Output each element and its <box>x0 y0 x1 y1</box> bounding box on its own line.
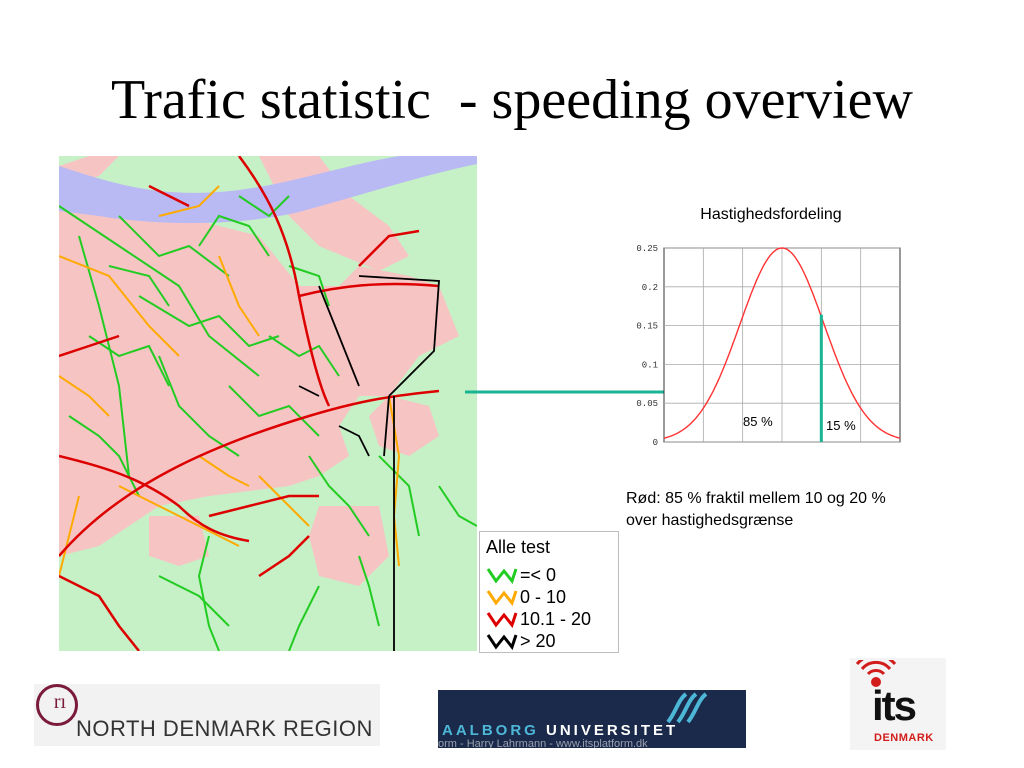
aau-wordmark-aalborg: AALBORG <box>442 722 539 739</box>
legend-swatch-icon <box>486 590 518 607</box>
its-denmark-subtext: DENMARK <box>874 732 934 744</box>
chart-caption: Rød: 85 % fraktil mellem 10 og 20 % over… <box>626 488 986 532</box>
chart-grid <box>664 247 900 443</box>
legend-item-orange: 0 - 10 <box>486 586 566 608</box>
legend-label: 0 - 10 <box>520 586 567 607</box>
legend-label: 10.1 - 20 <box>520 608 592 629</box>
legend-swatch-icon <box>486 568 518 585</box>
legend-swatch-icon <box>486 612 518 629</box>
its-denmark-logo: its DENMARK <box>850 658 946 750</box>
annotation-85-percent: 85 % <box>743 414 773 429</box>
aau-wordmark: AALBORG UNIVERSITET <box>442 722 678 739</box>
y-tick-label: 0.1 <box>642 360 658 370</box>
speed-distribution-chart: 0 0.05 0.1 0.15 0.2 0.25 85 % 15 % <box>620 236 910 461</box>
y-tick-label: 0 <box>653 438 658 448</box>
legend-item-red: 10.1 - 20 <box>486 608 591 630</box>
its-wordmark: its <box>872 682 917 729</box>
y-tick-label: 0.25 <box>636 244 658 254</box>
broadcast-signal-icon <box>856 660 896 687</box>
aalborg-university-logo: AALBORG UNIVERSITET orm - Harry Lahrmann… <box>438 690 746 748</box>
series-line-distribution <box>663 247 901 439</box>
chart-title: Hastighedsfordeling <box>700 206 842 223</box>
slide-footer-text: orm - Harry Lahrmann - www.itsplatform.d… <box>438 738 648 748</box>
legend-label: > 20 <box>520 630 556 651</box>
speeding-map <box>59 156 477 651</box>
rn-glyph: rı <box>53 691 67 713</box>
aau-waves-icon <box>666 692 708 724</box>
map-river <box>59 156 477 224</box>
chart-svg: 0 0.05 0.1 0.15 0.2 0.25 85 % 15 % <box>636 244 901 448</box>
slide-title: Trafic statistic - speeding overview <box>111 69 913 131</box>
legend-item-black: > 20 <box>486 630 556 652</box>
annotation-15-percent: 15 % <box>826 418 856 433</box>
y-tick-label: 0.05 <box>636 399 658 409</box>
caption-line-1: Rød: 85 % fraktil mellem 10 og 20 % <box>626 490 886 507</box>
caption-line-2: over hastighedsgrænse <box>626 512 794 529</box>
north-denmark-region-text: NORTH DENMARK REGION <box>76 716 373 741</box>
map-roads-red <box>59 156 440 651</box>
map-roads-black <box>298 275 440 651</box>
y-tick-label: 0.15 <box>636 322 658 332</box>
y-tick-label: 0.2 <box>642 283 658 293</box>
aau-wordmark-universitet: UNIVERSITET <box>538 722 679 739</box>
legend-label: =< 0 <box>520 564 557 585</box>
north-denmark-region-logo: rı NORTH DENMARK REGION <box>34 684 380 746</box>
rn-emblem-icon: rı <box>36 684 78 726</box>
map-legend: Alle test =< 0 0 - 10 10.1 - 20 > 20 <box>479 531 619 653</box>
chart-ticks: 0 0.05 0.1 0.15 0.2 0.25 <box>636 244 658 448</box>
legend-title: Alle test <box>486 537 551 557</box>
legend-swatch-icon <box>486 634 518 651</box>
legend-item-green: =< 0 <box>486 564 556 586</box>
